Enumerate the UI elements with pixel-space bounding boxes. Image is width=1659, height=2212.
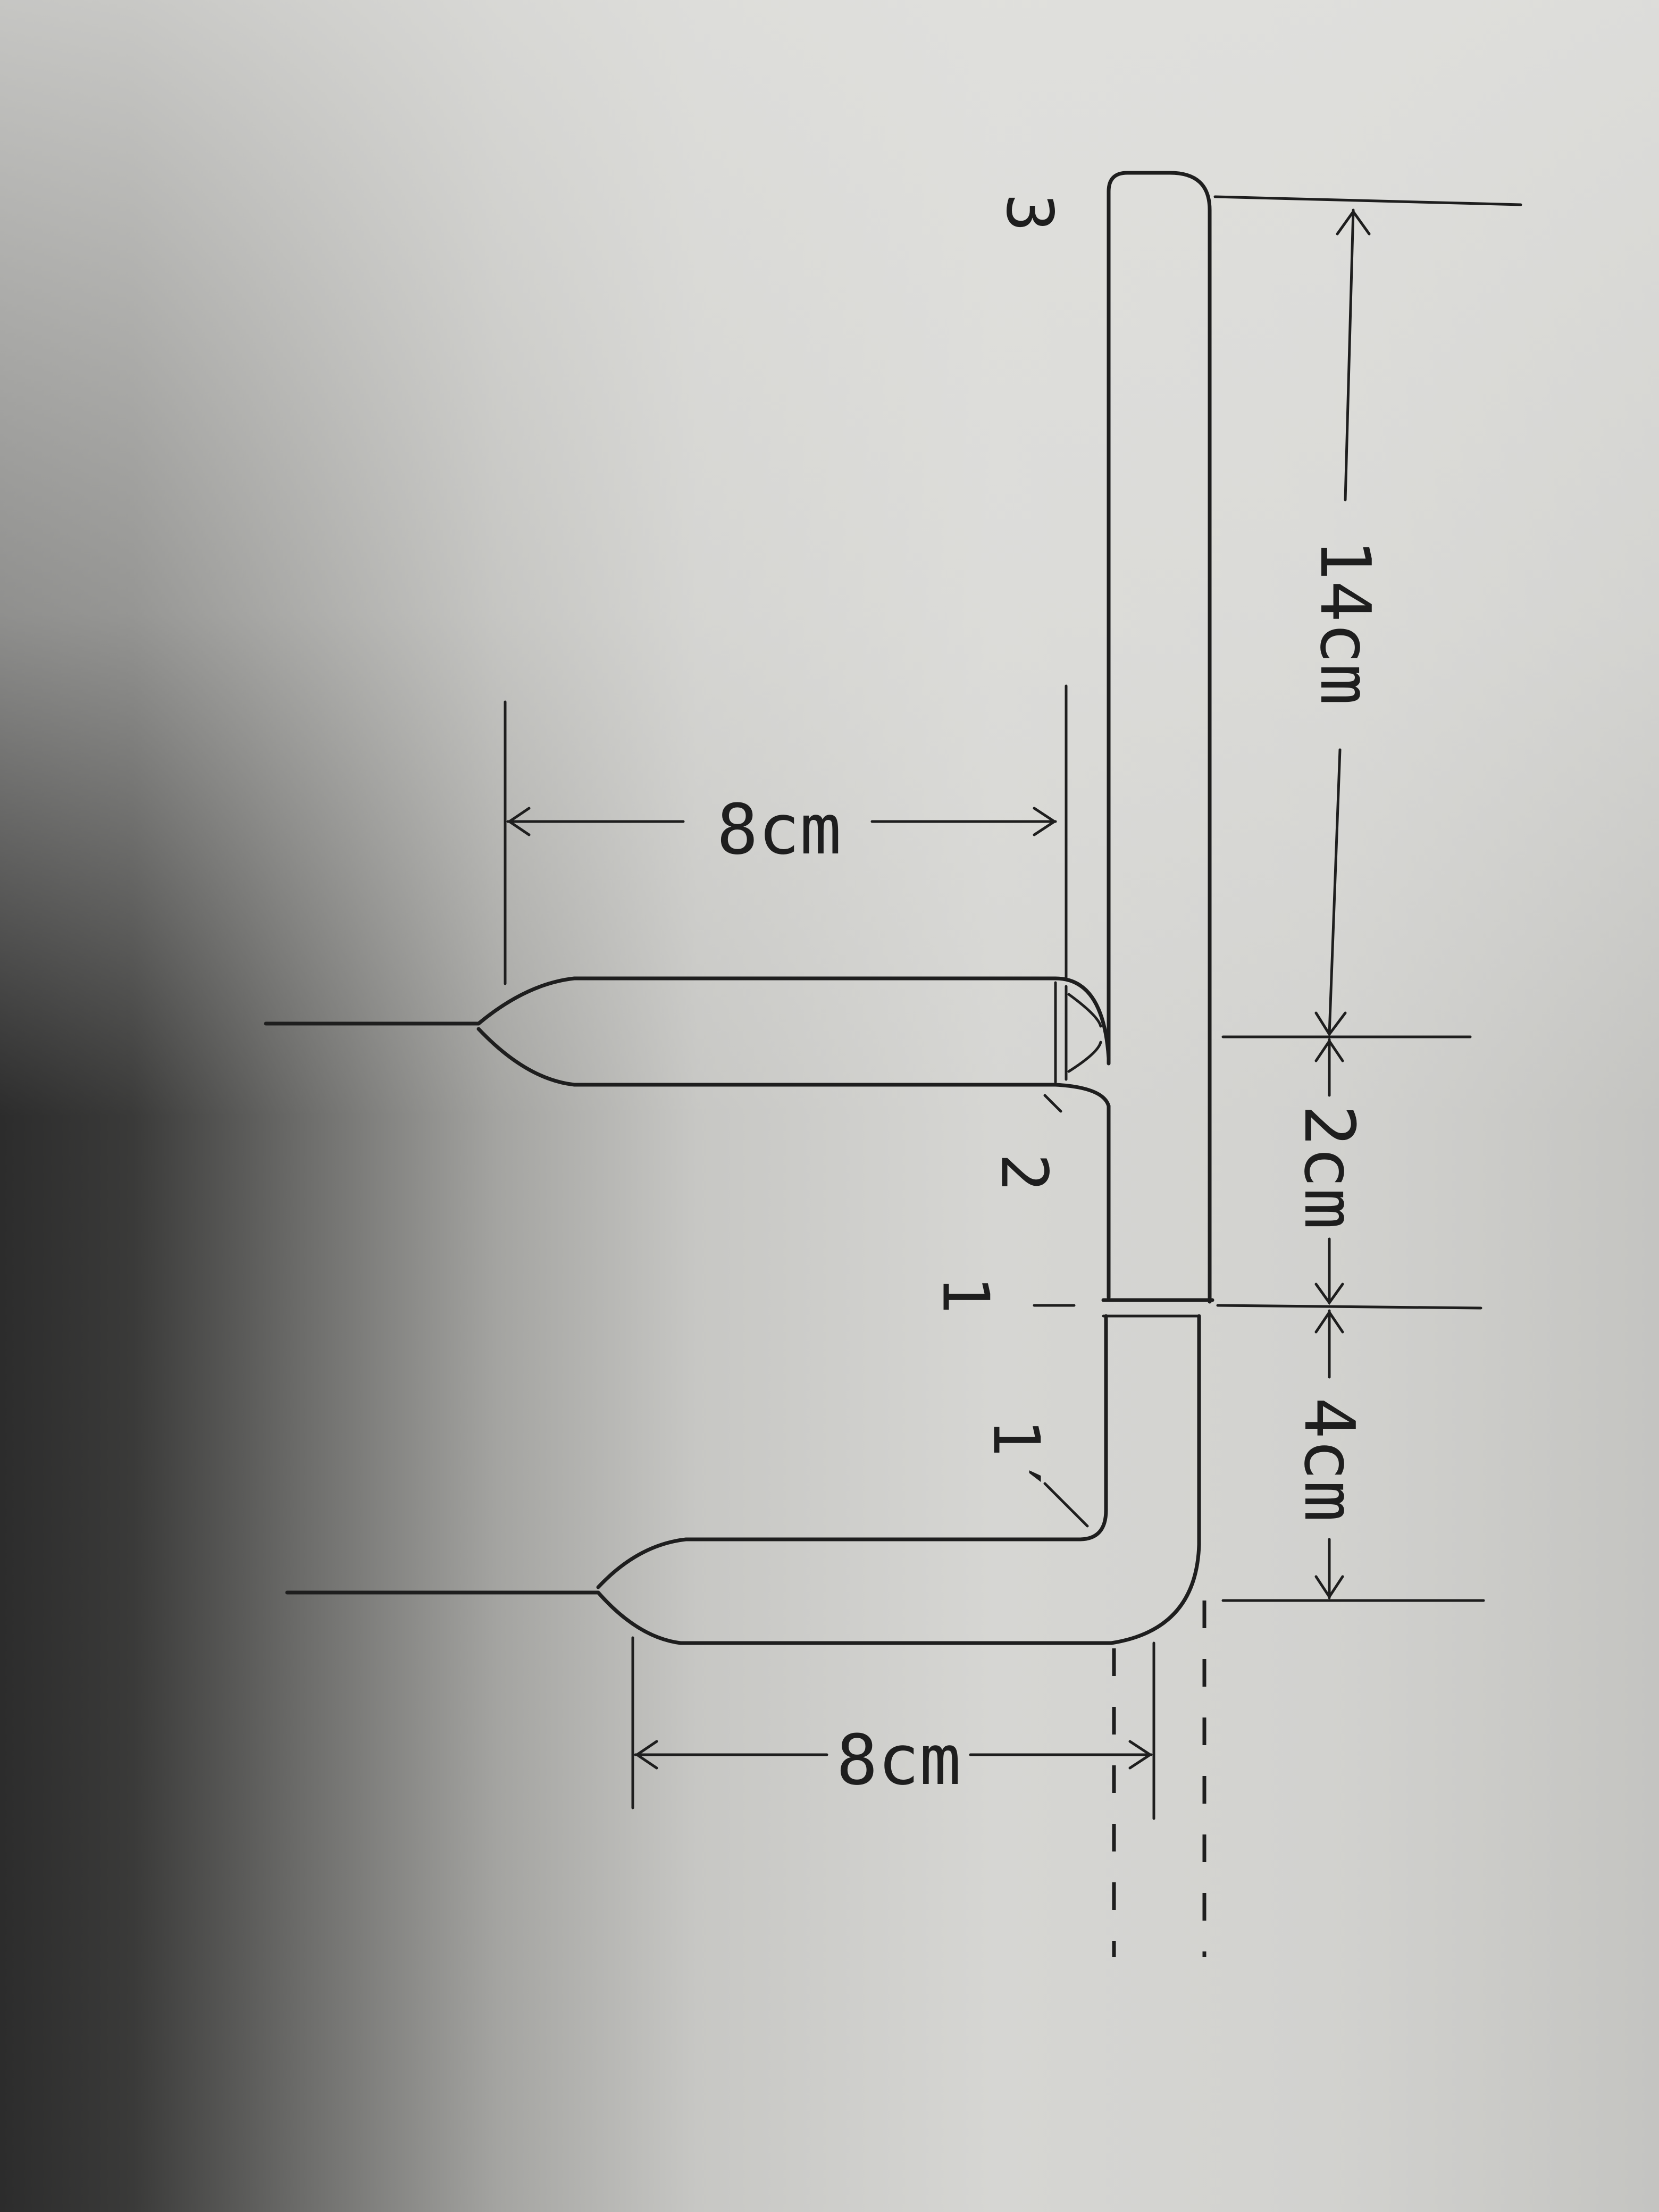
leader-line-1-prime [1043,1482,1089,1528]
arrow-2cm-top [1314,1038,1344,1062]
paper-lighting [0,0,1659,1117]
main-tube-left-wall [1107,171,1212,1304]
dimension-upper-8cm: 8cm [504,684,1068,985]
part-labels: 3 2 1 1′ [928,194,1089,1528]
dimension-label-2cm: 2cm [1289,1105,1370,1230]
upper-arm-bottom-wall [476,1027,1058,1087]
dimension-4cm: 4cm [1221,1309,1485,1602]
extension-line-joint [1216,1304,1482,1310]
upper-side-arm [264,976,1111,1108]
dimension-label-lower-8cm: 8cm [836,1720,961,1800]
part-label-3: 3 [992,194,1066,232]
dimension-line-14cm-b [1328,748,1342,1036]
dimension-14cm: 14cm [1213,195,1522,1038]
part-label-1: 1 [928,1276,1002,1314]
arrow-14cm-top [1336,209,1371,236]
lower-tube-outer-wall [285,1314,1201,1645]
dimension-label-4cm: 4cm [1289,1397,1370,1522]
dimension-line-14cm-a [1344,208,1355,501]
upper-arm-top-wall [264,976,1111,1060]
arrow-upper-8cm-right [1033,807,1057,836]
dimension-label-14cm: 14cm [1305,539,1386,705]
part-label-1-prime: 1′ [979,1419,1053,1496]
arrow-4cm-bottom [1314,1575,1344,1599]
arrow-upper-8cm-left [507,807,531,836]
leader-line-2 [1043,1094,1062,1113]
arrow-2cm-bottom [1314,1283,1344,1305]
lower-elbow-tube [285,1314,1206,1957]
upper-arm-neck [1053,1083,1111,1108]
dimension-2cm: 2cm [1216,1038,1482,1310]
arrow-14cm-bottom [1314,1011,1347,1037]
arrow-lower-8cm-right [1128,1740,1153,1770]
main-tube [1101,171,1214,1318]
dimension-lower-8cm: 8cm [631,1636,1155,1820]
part-label-2: 2 [987,1153,1061,1192]
lower-tube-inner-wall [596,1314,1108,1589]
upper-arm-flare [1067,993,1102,1073]
extension-line-top [1213,195,1522,206]
dimension-label-upper-8cm: 8cm [717,789,842,870]
arrow-lower-8cm-left [634,1740,658,1770]
arrow-4cm-top [1314,1310,1344,1334]
